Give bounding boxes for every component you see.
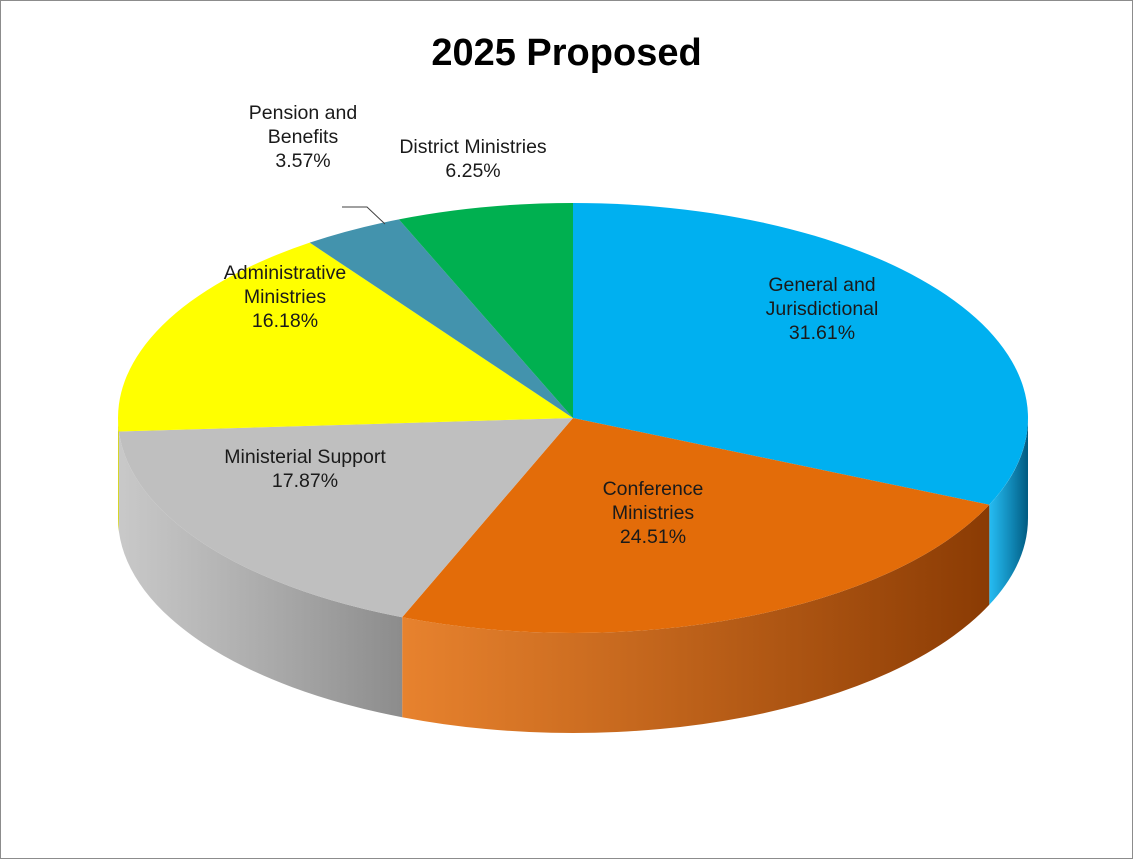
data-label-ministerial-support: Ministerial Support 17.87% [224,446,386,492]
pie-side-administrative-ministries [118,418,119,532]
pie-side-general-and-jurisdictional [989,418,1028,605]
data-label-pension-and-benefits: Pension and Benefits 3.57% [249,102,357,172]
pie-slice-district-ministries [398,203,573,418]
pie-slice-administrative-ministries [118,242,573,432]
pie-side-conference-ministries [402,504,990,733]
pie-slice-pension-and-benefits [309,219,573,418]
pie-slice-ministerial-support [118,418,573,618]
data-label-administrative-ministries: Administrative Ministries 16.18% [224,262,346,332]
leader-line-pension-and-benefits [342,206,386,225]
pie-side-ministerial-support [118,431,403,718]
data-label-conference-ministries: Conference Ministries 24.51% [603,478,704,548]
pie-slice-conference-ministries [402,418,990,633]
pie-top-faces [118,203,1029,633]
pie-slice-general-and-jurisdictional [573,203,1029,505]
chart-title: 2025 Proposed [431,32,702,74]
data-labels: General and Jurisdictional 31.61% Conferenc… [224,102,879,548]
pie-side-walls [118,418,1028,733]
data-label-general-and-jurisdictional: General and Jurisdictional 31.61% [766,274,879,344]
data-label-district-ministries: District Ministries 6.25% [399,136,547,182]
